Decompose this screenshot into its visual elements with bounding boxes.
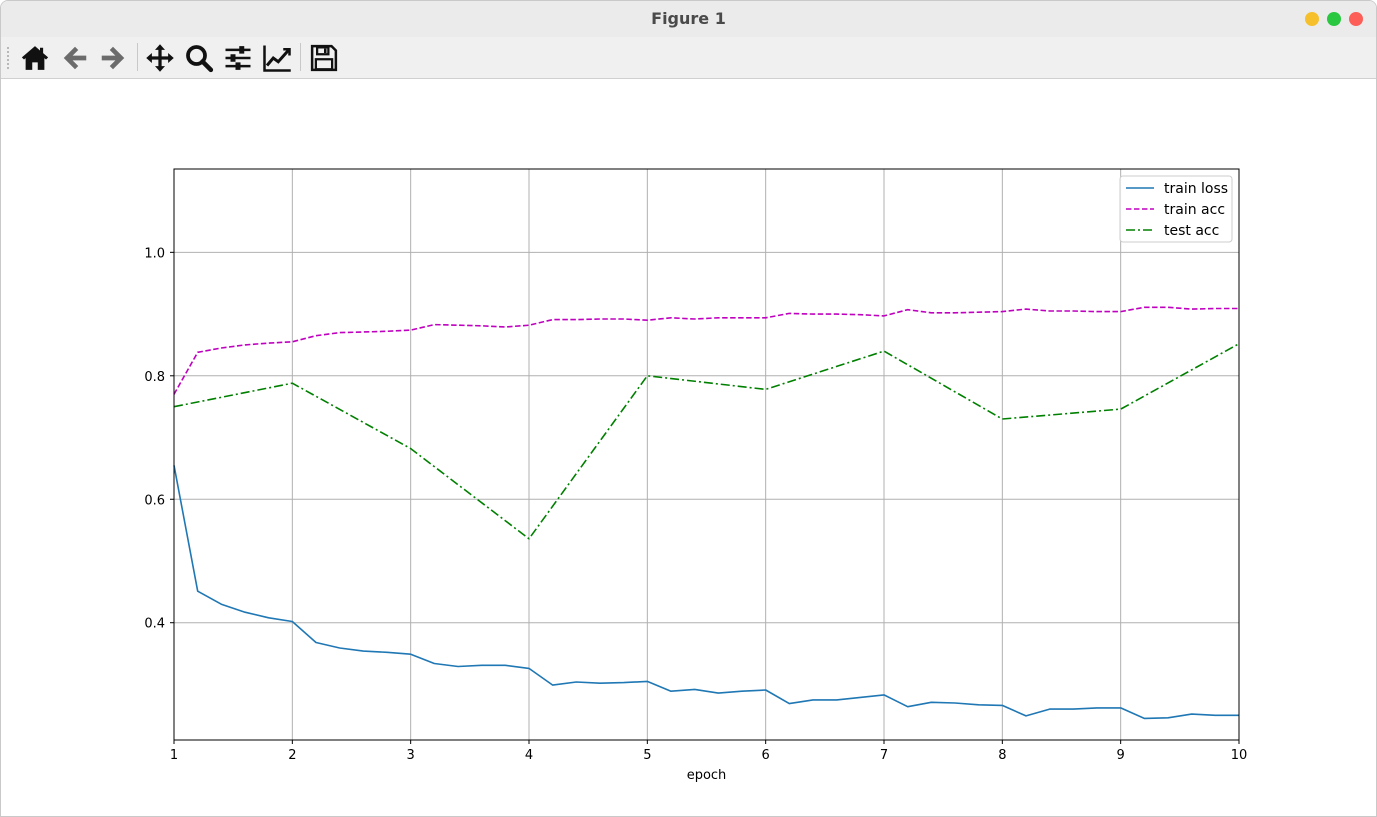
legend[interactable]: train loss train acc test acc — [1119, 175, 1233, 243]
x-tick-label: 3 — [407, 748, 415, 763]
y-tick-label: 0.6 — [144, 493, 165, 508]
toolbar-separator — [300, 43, 301, 71]
title-bar[interactable]: Figure 1 — [1, 1, 1376, 37]
x-tick-label: 9 — [1117, 748, 1125, 763]
toolbar-separator — [137, 43, 138, 71]
back-button[interactable] — [58, 41, 92, 75]
series-line-train-loss — [173, 465, 1239, 720]
zoom-button[interactable] — [182, 41, 216, 75]
move-icon — [146, 44, 174, 72]
x-tick-label: 8 — [998, 748, 1006, 763]
axes-frame — [173, 168, 1240, 741]
pan-button[interactable] — [143, 41, 177, 75]
x-tick-label: 7 — [880, 748, 888, 763]
legend-label: train acc — [1164, 202, 1225, 218]
minimize-button[interactable] — [1305, 12, 1319, 26]
x-tick-label: 6 — [762, 748, 770, 763]
line-chart: 1 2 3 4 5 6 7 8 9 10 0.4 0.6 0.8 1.0 epoch train los… — [144, 168, 1247, 783]
sliders-icon — [225, 46, 251, 70]
navigation-toolbar — [1, 37, 1376, 79]
legend-label: train loss — [1164, 181, 1228, 197]
legend-box — [1119, 175, 1233, 243]
toolbar-grip[interactable] — [7, 47, 13, 69]
subplots-button[interactable] — [221, 41, 255, 75]
forward-button[interactable] — [96, 41, 130, 75]
y-tick-label: 0.4 — [144, 617, 165, 632]
x-tick-label: 2 — [288, 748, 296, 763]
y-tick-label: 0.8 — [144, 370, 165, 385]
axes-button[interactable] — [260, 41, 294, 75]
home-button[interactable] — [18, 41, 52, 75]
line-chart-icon — [263, 45, 291, 72]
floppy-disk-icon — [310, 44, 338, 72]
x-tick-label: 4 — [525, 748, 533, 763]
home-icon — [21, 46, 49, 70]
series-line-train-acc — [173, 306, 1239, 395]
close-button[interactable] — [1349, 12, 1363, 26]
x-axis-label: epoch — [687, 768, 727, 783]
x-tick-label: 1 — [170, 748, 178, 763]
x-tick-label: 10 — [1231, 748, 1248, 763]
figure-canvas[interactable]: 1 2 3 4 5 6 7 8 9 10 0.4 0.6 0.8 1.0 epoch train los… — [1, 79, 1376, 816]
arrow-right-icon — [101, 46, 125, 70]
arrow-left-icon — [63, 46, 87, 70]
x-tick-label: 5 — [643, 748, 651, 763]
window-title: Figure 1 — [651, 9, 726, 28]
series-lines — [173, 306, 1240, 720]
series-line-test-acc — [173, 342, 1240, 540]
y-tick-label: 1.0 — [144, 246, 165, 261]
maximize-button[interactable] — [1327, 12, 1341, 26]
y-ticks: 0.4 0.6 0.8 1.0 — [144, 246, 174, 632]
grid — [173, 169, 1240, 740]
magnifier-icon — [186, 45, 214, 73]
legend-label: test acc — [1164, 223, 1219, 239]
x-ticks: 1 2 3 4 5 6 7 8 9 10 — [170, 740, 1247, 763]
save-button[interactable] — [307, 41, 341, 75]
